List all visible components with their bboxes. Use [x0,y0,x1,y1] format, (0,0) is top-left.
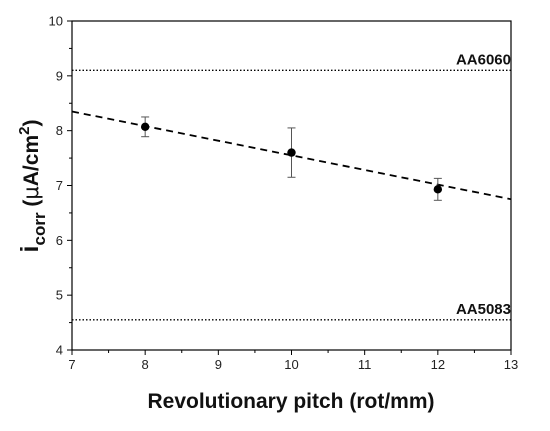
y-axis-title-unit-body: A/cm [20,135,43,186]
y-tick-label: 10 [49,14,63,29]
y-tick-label: 7 [56,178,63,193]
x-tick-label: 7 [68,357,75,372]
x-tick-label: 10 [284,357,298,372]
data-point-group [140,116,150,138]
y-axis-title-superscript: 2 [16,127,33,135]
data-points [140,116,443,201]
x-tick-label: 12 [431,357,445,372]
reference-label-aa5083: AA5083 [456,301,511,318]
data-point [140,122,150,132]
y-axis-title-unit-suffix: ) [20,120,43,127]
plot-border [71,20,512,351]
reference-label-aa6060: AA6060 [456,51,511,68]
reference-lines: AA6060 AA5083 [72,51,511,321]
y-tick-label: 8 [56,123,63,138]
y-axis-title-subscript: corr [30,212,49,245]
x-tick-label: 9 [215,357,222,372]
data-point-group [287,127,296,178]
y-axis-title: icorr (μA/cm2) [16,120,49,253]
y-axis-title-mu: μ [19,186,43,199]
x-tick-label: 8 [142,357,149,372]
data-point [433,185,443,194]
x-tick-label: 13 [504,357,518,372]
y-tick-label: 9 [56,68,63,83]
y-axis-title-main: i [16,246,44,253]
y-tick-label: 5 [56,288,63,303]
axis-ticks: 7 8 9 10 11 12 13 4 5 6 7 8 9 10 [49,14,519,373]
x-axis-title: Revolutionary pitch (rot/mm) [147,390,434,413]
plot-area [71,20,512,351]
y-tick-label: 4 [56,343,63,358]
y-tick-label: 6 [56,233,63,248]
x-tick-label: 11 [358,357,372,372]
data-point [287,148,296,157]
data-point-group [433,177,443,201]
y-axis-title-unit-prefix: ( [20,200,43,213]
